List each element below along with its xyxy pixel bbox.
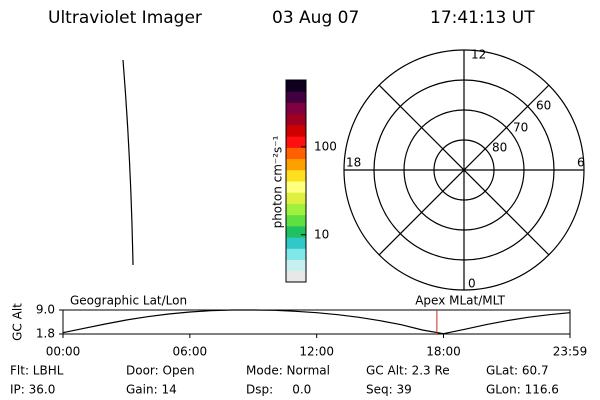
y-tick-label: 9.0 xyxy=(36,303,55,317)
colorbar-band xyxy=(286,270,306,283)
colorbar-band xyxy=(286,181,306,193)
x-tick-label: 12:00 xyxy=(299,345,334,359)
plot-right-label: Apex MLat/MLT xyxy=(415,294,505,308)
x-tick-label: 06:00 xyxy=(173,345,208,359)
polar-grid xyxy=(343,49,585,291)
colorbar-band xyxy=(286,102,306,115)
x-tick-label: 23:59 xyxy=(553,345,588,359)
info-field: Door: Open xyxy=(126,364,195,378)
colorbar-band xyxy=(286,214,306,227)
date: 03 Aug 07 xyxy=(272,8,359,28)
lat-label: 60 xyxy=(536,99,551,113)
mlt-label: 0 xyxy=(468,277,476,291)
mlt-label: 6 xyxy=(577,156,585,170)
info-field: IP: 36.0 xyxy=(10,383,55,397)
info-field: Seq: 39 xyxy=(366,383,412,397)
title: Ultraviolet Imager xyxy=(48,8,202,28)
info-field: GLon: 116.6 xyxy=(486,383,559,397)
y-tick-label: 1.8 xyxy=(36,327,55,341)
colorbar-band xyxy=(286,80,306,92)
info-panel: Flt: LBHL Door: Open Mode: Normal GC Alt: 2… xyxy=(10,364,559,397)
time: 17:41:13 UT xyxy=(430,8,535,28)
colorbar-band xyxy=(286,147,306,160)
lat-label: 80 xyxy=(492,141,507,155)
colorbar-band xyxy=(286,248,306,261)
colorbar-frame xyxy=(285,79,307,283)
colorbar-tick-label: 100 xyxy=(314,139,337,153)
colorbar-band xyxy=(286,225,306,238)
limb xyxy=(122,59,134,266)
colorbar-tick-label: 10 xyxy=(314,227,329,241)
colorbar-band xyxy=(286,91,306,103)
mlt-label: 12 xyxy=(471,48,486,62)
plot-left-label: Geographic Lat/Lon xyxy=(70,294,187,308)
x-tick-label: 00:00 xyxy=(46,345,81,359)
info-field: GLat: 60.7 xyxy=(486,364,549,378)
colorbar-band xyxy=(286,237,306,249)
meridian xyxy=(378,84,550,256)
info-field: Gain: 14 xyxy=(126,383,177,397)
info-field: Mode: Normal xyxy=(246,364,330,378)
info-field: Flt: LBHL xyxy=(10,364,64,378)
info-field: Dsp: 0.0 xyxy=(246,383,311,397)
altitude-line xyxy=(62,309,571,335)
x-tick-label: 18:00 xyxy=(426,345,461,359)
colorbar-band xyxy=(286,124,306,137)
colorbar-band xyxy=(286,158,306,171)
colorbar-band xyxy=(286,192,306,204)
lat-label: 70 xyxy=(513,121,528,135)
y-axis-label: GC Alt xyxy=(11,303,25,341)
colorbar-band xyxy=(286,113,306,126)
colorbar-label: photon cm⁻²s⁻¹ xyxy=(271,135,285,228)
colorbar-band xyxy=(286,259,306,272)
mlt-label: 18 xyxy=(346,156,361,170)
colorbar-band xyxy=(286,203,306,216)
colorbar-band xyxy=(286,169,306,182)
colorbar-band xyxy=(286,136,306,148)
info-field: GC Alt: 2.3 Re xyxy=(366,364,450,378)
